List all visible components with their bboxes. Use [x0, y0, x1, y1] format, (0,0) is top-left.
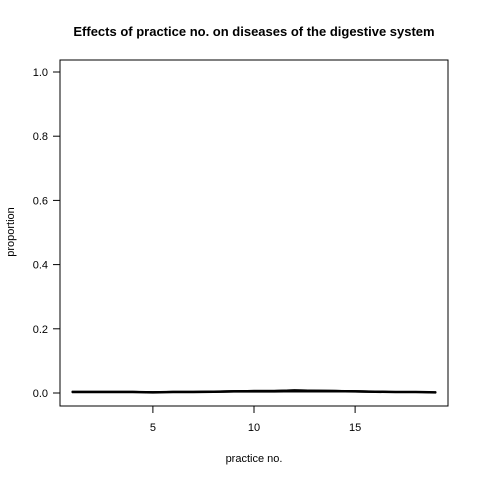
y-tick-label: 1.0 [33, 67, 48, 79]
y-tick-label: 0.4 [33, 260, 48, 272]
x-axis: 5 10 15 [150, 405, 361, 434]
plot-frame [59, 59, 449, 407]
upper-band-line [72, 389, 437, 393]
x-tick-label: 10 [248, 422, 260, 434]
x-tick-label: 5 [150, 422, 156, 434]
y-tick-label: 0.2 [33, 324, 48, 336]
y-tick-label: 0.0 [33, 388, 48, 400]
y-tick-label: 0.6 [33, 195, 48, 207]
chart-title: Effects of practice no. on diseases of t… [73, 24, 434, 39]
plot-area [59, 59, 449, 407]
x-tick-label: 15 [349, 422, 361, 434]
x-axis-label: practice no. [226, 453, 283, 465]
series-line [72, 389, 437, 394]
y-axis-label: proportion [5, 207, 17, 257]
y-axis: 0.0 0.2 0.4 0.6 0.8 1.0 [33, 67, 61, 400]
y-tick-label: 0.8 [33, 131, 48, 143]
